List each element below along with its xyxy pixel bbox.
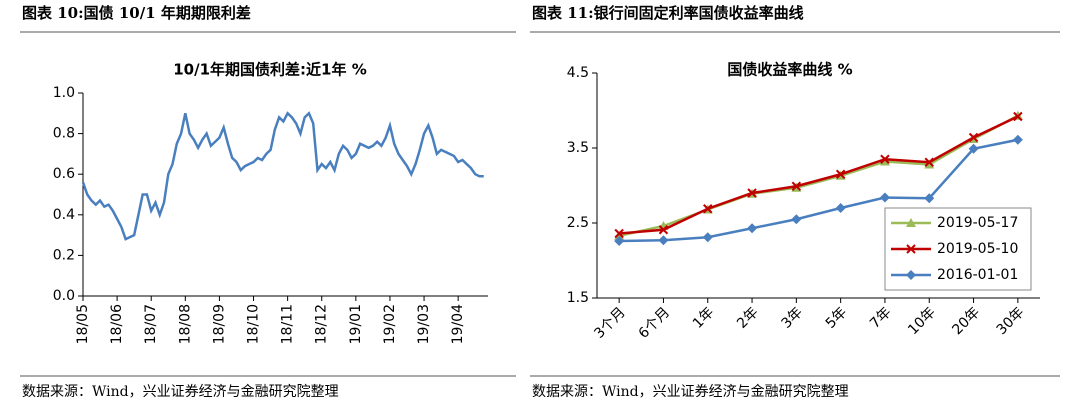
x-tick-label: 3个月	[591, 304, 628, 341]
point	[879, 156, 890, 166]
point	[835, 203, 846, 213]
point	[614, 236, 625, 246]
y-tick-label: 0.0	[53, 288, 75, 304]
x-tick-label: 18/08	[177, 304, 193, 344]
y-tick-label: 0.4	[53, 207, 75, 223]
legend-marker	[906, 244, 916, 254]
x-tick-label: 19/04	[450, 304, 466, 344]
x-tick-label: 18/05	[75, 304, 91, 344]
point	[703, 204, 713, 214]
y-tick-label: 1.5	[567, 290, 589, 306]
point	[835, 169, 846, 179]
x-tick-label: 19/01	[348, 304, 364, 344]
point	[614, 230, 625, 240]
x-tick-label: 6个月	[636, 304, 673, 341]
x-tick-label: 18/10	[246, 304, 262, 344]
legend-marker	[906, 270, 916, 280]
point	[924, 157, 934, 167]
x-tick-label: 18/09	[211, 304, 227, 344]
point	[1013, 111, 1023, 122]
x-tick-label: 18/11	[280, 304, 296, 344]
point	[614, 228, 624, 239]
y-tick-label: 2.5	[567, 215, 589, 231]
legend-label: 2019-05-10	[937, 241, 1018, 257]
x-tick-label: 2年	[734, 304, 762, 332]
point	[791, 214, 802, 225]
chart-title: 10/1年期国债利差:近1年 %	[173, 61, 366, 79]
point	[879, 192, 890, 203]
x-tick-label: 10年	[905, 304, 939, 338]
point	[968, 132, 979, 143]
point	[658, 225, 669, 235]
x-tick-label: 7年	[867, 304, 895, 332]
series-line	[81, 111, 484, 241]
source: 数据来源：Wind，兴业证券经济与金融研究院整理	[22, 384, 339, 400]
x-tick-label: 18/06	[109, 304, 125, 344]
x-tick-label: 30年	[994, 304, 1028, 338]
point	[924, 159, 935, 169]
legend-label: 2019-05-17	[937, 215, 1018, 231]
caption: 图表 10:国债 10/1 年期期限利差	[22, 4, 251, 22]
point	[747, 188, 757, 198]
legend-marker	[906, 218, 916, 227]
y-tick-label: 0.6	[53, 166, 75, 182]
point	[791, 181, 802, 191]
point	[968, 143, 979, 154]
point	[1012, 134, 1023, 145]
y-tick-label: 3.5	[567, 140, 589, 156]
series-line	[618, 114, 1019, 237]
chart-title: 国债收益率曲线 %	[727, 61, 852, 79]
point	[924, 193, 935, 204]
y-tick-label: 0.8	[53, 126, 75, 142]
series-line	[619, 138, 1019, 243]
x-tick-label: 19/02	[382, 304, 398, 344]
x-tick-label: 5年	[823, 304, 851, 332]
point	[658, 235, 669, 246]
y-tick-label: 0.2	[53, 247, 75, 263]
point	[880, 154, 890, 164]
legend-label: 2016-01-01	[937, 267, 1018, 283]
source: 数据来源：Wind，兴业证券经济与金融研究院整理	[532, 384, 849, 400]
x-tick-label: 19/03	[416, 304, 432, 344]
x-tick-label: 18/12	[314, 304, 330, 344]
x-tick-label: 1年	[690, 304, 718, 332]
series-line	[619, 115, 1019, 235]
caption: 图表 11:银行间固定利率国债收益率曲线	[532, 4, 804, 22]
point	[747, 223, 758, 234]
y-tick-label: 4.5	[567, 65, 589, 81]
point	[702, 232, 713, 243]
y-tick-label: 1.0	[53, 85, 75, 101]
x-tick-label: 20年	[949, 304, 983, 338]
x-tick-label: 3年	[778, 304, 806, 332]
x-tick-label: 18/07	[143, 304, 159, 344]
